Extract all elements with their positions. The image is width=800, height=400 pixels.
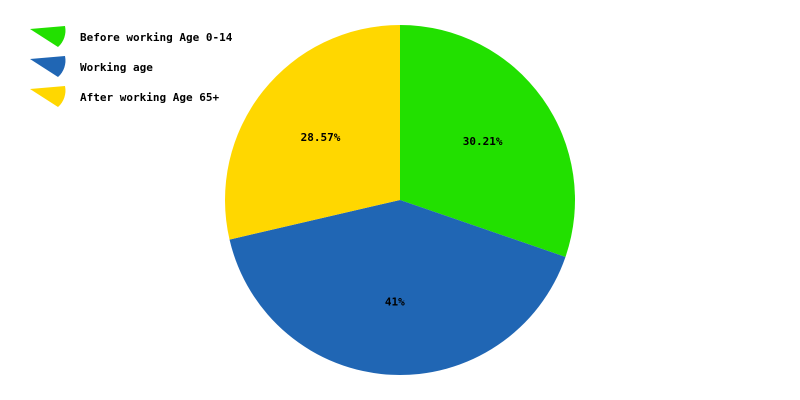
legend-label-before-working-age-0-14: Before working Age 0-14 [80, 31, 233, 44]
pie-slice-label-before-working-age-0-14: 30.21% [463, 135, 503, 148]
legend-swatch-after-working-age-65 [30, 86, 66, 107]
pie-slice-labels: 30.21% 41% 28.57% [301, 131, 503, 309]
legend-swatch-before-working-age-0-14 [30, 26, 66, 47]
legend: Before working Age 0-14 Working age After … [30, 26, 233, 107]
pie-slice-label-after-working-age-65: 28.57% [301, 131, 341, 144]
legend-label-working-age: Working age [80, 61, 153, 74]
pie-slice-before-working-age-0-14 [400, 25, 575, 257]
pie-slice-after-working-age-65 [225, 25, 400, 240]
legend-swatch-working-age [30, 56, 66, 77]
pie-slice-label-working-age: 41% [385, 295, 405, 308]
pie-slices [225, 25, 575, 375]
pie-slice-working-age [229, 200, 566, 375]
legend-label-after-working-age-65: After working Age 65+ [80, 91, 219, 104]
